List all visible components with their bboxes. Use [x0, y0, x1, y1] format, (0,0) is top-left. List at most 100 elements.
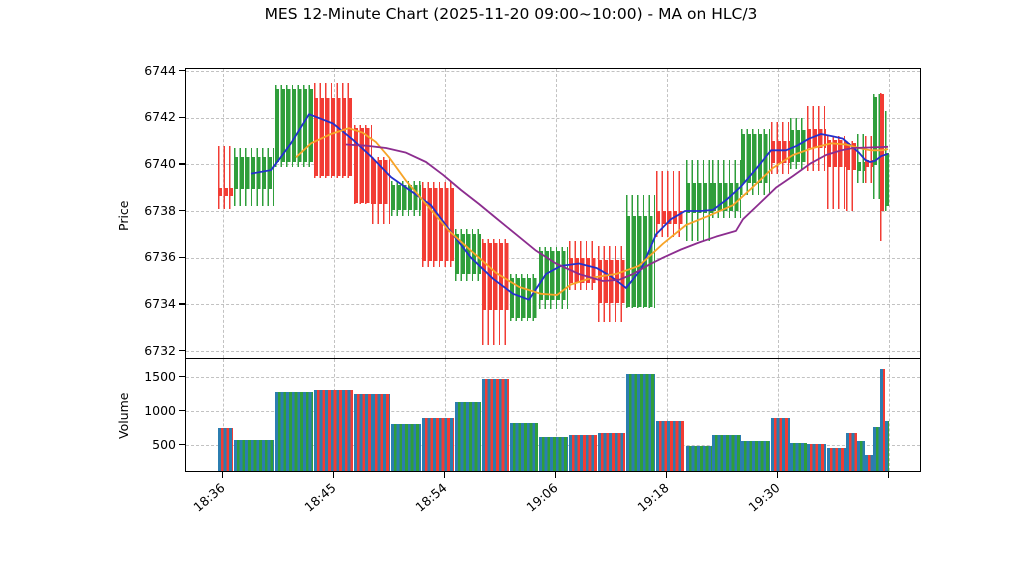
- candle-body: [807, 129, 826, 148]
- time-tick-label: 18:45: [301, 480, 339, 515]
- tick-mark: [333, 472, 335, 478]
- time-gridline: [889, 69, 890, 358]
- candle: [873, 94, 880, 200]
- candle-body: [626, 215, 655, 307]
- tick-mark: [179, 376, 185, 378]
- volume-bar: [510, 422, 538, 471]
- volume-bar: [712, 434, 741, 471]
- volume-bar: [686, 446, 712, 471]
- tick-mark: [666, 472, 668, 478]
- candle-body: [482, 242, 509, 311]
- time-gridline: [556, 69, 557, 358]
- candle-body: [422, 187, 454, 262]
- tick-mark: [179, 410, 185, 412]
- volume-bar: [354, 394, 372, 471]
- time-gridline: [223, 69, 224, 358]
- volume-bar: [275, 391, 313, 471]
- time-tick-label: 18:54: [412, 480, 450, 515]
- volume-bar: [539, 436, 568, 471]
- candle-body: [741, 133, 770, 183]
- tick-mark: [179, 116, 185, 118]
- candle-body: [771, 140, 790, 164]
- candle-body: [656, 210, 684, 224]
- candle: [422, 181, 454, 267]
- candle-body: [598, 260, 625, 304]
- volume-bar: [422, 418, 454, 471]
- volume-bar: [873, 426, 880, 471]
- tick-mark: [179, 350, 185, 352]
- candle: [510, 274, 538, 321]
- candle: [790, 117, 807, 169]
- tick-mark: [179, 256, 185, 258]
- tick-mark: [179, 163, 185, 165]
- price-tick-label: 6734: [144, 295, 176, 311]
- volume-tick-label: 500: [152, 436, 176, 452]
- volume-bar: [482, 378, 509, 471]
- candle: [354, 124, 372, 204]
- candle: [539, 247, 568, 309]
- candle: [372, 157, 390, 224]
- volume-bar: [807, 444, 826, 471]
- candle: [771, 122, 790, 174]
- time-gridline: [667, 359, 668, 471]
- time-tick-label: 19:18: [634, 480, 672, 515]
- price-tick-label: 6744: [144, 62, 176, 78]
- candle-body: [865, 159, 873, 167]
- time-gridline: [445, 359, 446, 471]
- tick-mark: [179, 210, 185, 212]
- candle-body: [539, 250, 568, 300]
- time-tick-label: 19:06: [523, 480, 561, 515]
- candle: [857, 134, 865, 183]
- candle: [275, 85, 313, 167]
- price-gridline: [186, 211, 920, 212]
- tick-mark: [555, 472, 557, 478]
- volume-bar: [626, 373, 655, 471]
- candle-body: [275, 88, 313, 162]
- candle: [482, 239, 509, 346]
- candle-body: [510, 277, 538, 319]
- volume-bar: [569, 435, 597, 471]
- time-tick-label: 18:36: [190, 480, 228, 515]
- candle: [686, 159, 712, 242]
- candle-body: [372, 159, 390, 204]
- price-panel: [185, 68, 921, 358]
- candle-body: [234, 157, 274, 189]
- candle-body: [873, 96, 880, 166]
- candle-body: [712, 182, 741, 211]
- tick-mark: [179, 70, 185, 72]
- candle: [827, 136, 846, 209]
- volume-tick-label: 1000: [144, 402, 176, 418]
- volume-bar: [218, 428, 233, 471]
- candle: [885, 110, 889, 211]
- volume-bar: [455, 401, 481, 471]
- candle: [626, 194, 655, 308]
- volume-plot-area: [186, 359, 920, 471]
- candle-body: [569, 257, 597, 284]
- candle: [807, 106, 826, 172]
- candle-body: [846, 143, 857, 171]
- tick-mark: [179, 303, 185, 305]
- candle: [218, 145, 233, 209]
- candle-body: [827, 139, 846, 167]
- volume-bar: [391, 423, 421, 471]
- volume-gridline: [186, 377, 920, 378]
- price-gridline: [186, 351, 920, 352]
- price-tick-label: 6740: [144, 155, 176, 171]
- candle-body: [354, 128, 372, 203]
- volume-bar: [885, 421, 889, 471]
- volume-panel: [185, 358, 921, 472]
- candle: [314, 82, 353, 179]
- tick-mark: [444, 472, 446, 478]
- volume-tick-label: 1500: [144, 368, 176, 384]
- candle: [598, 246, 625, 322]
- candle-body: [885, 152, 889, 207]
- time-gridline: [778, 359, 779, 471]
- candle: [656, 171, 684, 237]
- volume-bar: [771, 417, 790, 471]
- candle: [569, 241, 597, 291]
- tick-mark: [888, 472, 890, 478]
- candle-body: [790, 130, 807, 162]
- volume-bar: [846, 432, 857, 471]
- volume-bar: [865, 455, 873, 471]
